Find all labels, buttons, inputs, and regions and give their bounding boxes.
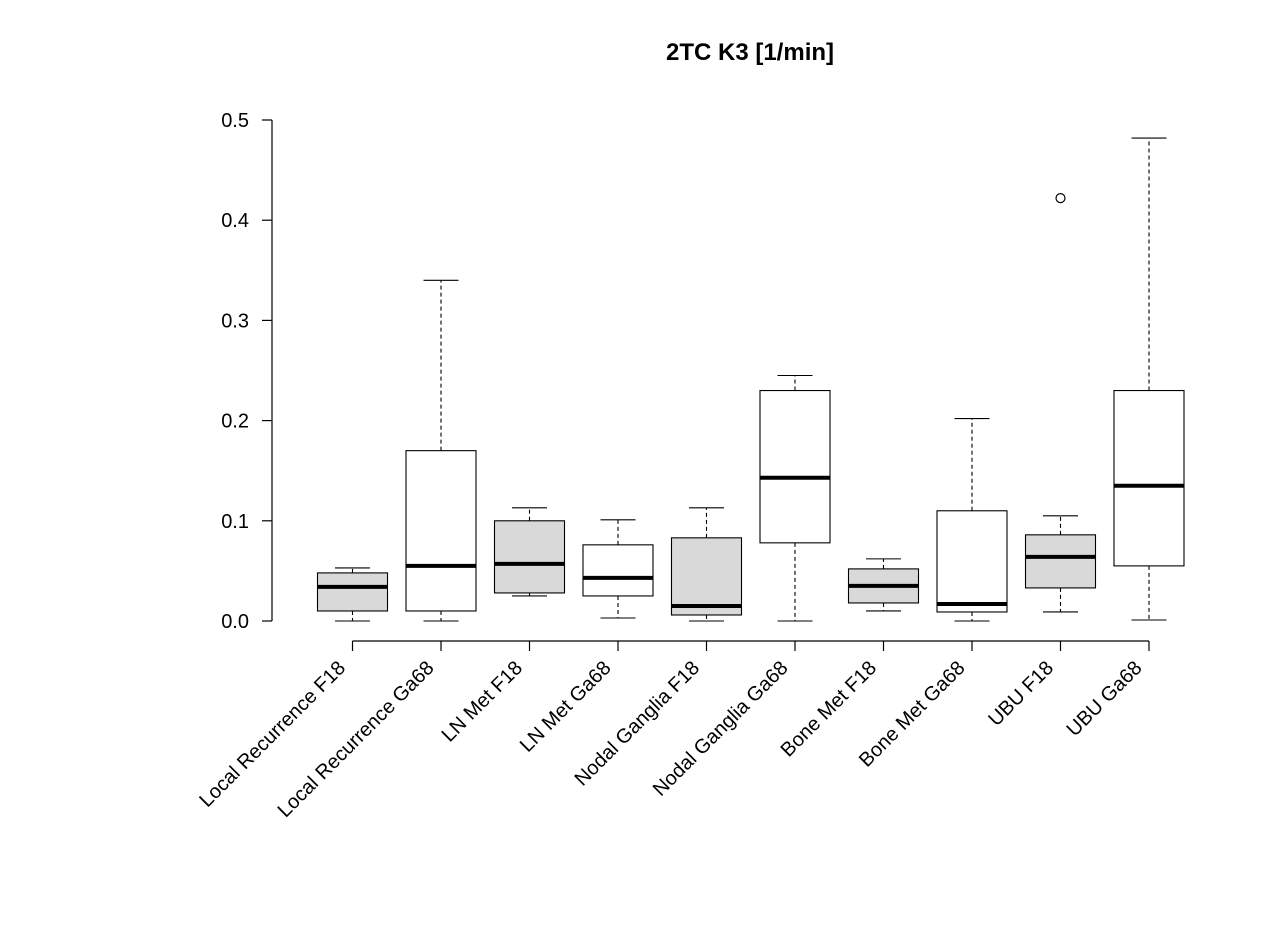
iqr-box (670, 537, 743, 616)
box-group (493, 507, 566, 597)
y-tick-label: 0.1 (221, 511, 249, 533)
x-category-label: UBU F18 (984, 657, 1058, 731)
iqr-box (493, 520, 566, 594)
y-tick-label: 0.0 (221, 611, 249, 633)
x-category-label: UBU Ga68 (1063, 657, 1147, 741)
iqr-box (316, 572, 389, 612)
box-group (582, 519, 654, 619)
iqr-box (759, 389, 831, 544)
x-category-label: LN Met F18 (438, 657, 527, 746)
outlier-point (1055, 193, 1066, 204)
iqr-box (1113, 389, 1185, 567)
iqr-box (582, 544, 654, 597)
plot-area (316, 137, 1185, 622)
y-tick-label: 0.2 (221, 411, 249, 433)
box-group (1113, 137, 1185, 621)
x-category-label: Local Recurrence F18 (195, 657, 350, 812)
y-tick-label: 0.4 (221, 210, 249, 232)
box-group (670, 507, 743, 622)
iqr-box (936, 510, 1008, 613)
box-group (405, 279, 477, 622)
iqr-box (1024, 534, 1097, 589)
x-category-label: LN Met Ga68 (516, 657, 616, 757)
y-tick-label: 0.5 (221, 110, 249, 132)
y-tick-label: 0.3 (221, 310, 249, 332)
chart-title: 2TC K3 [1/min] (666, 39, 834, 66)
box-group (1024, 193, 1097, 613)
box-group (847, 558, 920, 612)
iqr-box (405, 450, 477, 612)
x-category-label: Local Recurrence Ga68 (274, 657, 439, 822)
y-axis: 0.0 0.1 0.2 0.3 0.4 0.5 (221, 110, 273, 633)
box-group (316, 567, 389, 622)
box-group (936, 418, 1008, 622)
box-group (759, 374, 831, 622)
